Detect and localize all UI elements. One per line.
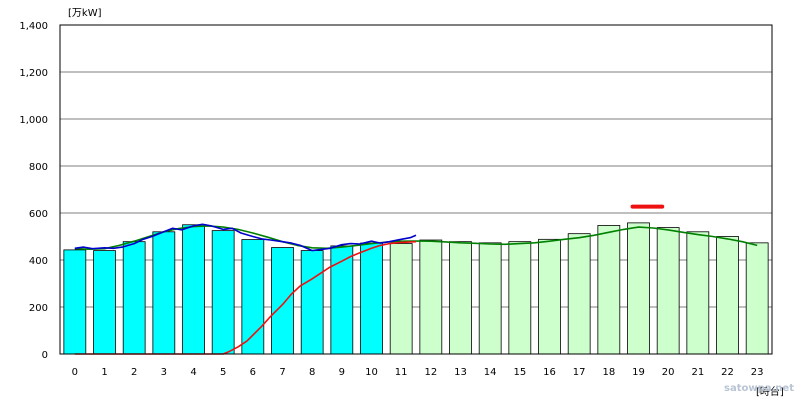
- bar: [656, 227, 680, 355]
- x-tick-label: 14: [484, 367, 497, 378]
- bar: [508, 241, 532, 355]
- bar: [716, 236, 739, 355]
- x-tick-label: 21: [691, 367, 704, 378]
- bar: [271, 247, 294, 355]
- plot-frame: [59, 24, 773, 355]
- bar: [93, 250, 116, 355]
- x-tick-label: 11: [395, 367, 408, 378]
- x-tick-label: 5: [220, 367, 226, 378]
- y-tick-label: 0: [42, 350, 48, 361]
- bar: [360, 242, 383, 355]
- bar: [597, 225, 621, 355]
- x-tick-label: 3: [161, 367, 167, 378]
- x-tick-label: 23: [751, 367, 764, 378]
- bar: [63, 249, 87, 355]
- bar: [152, 231, 176, 355]
- y-axis-ticks: 0 200 400 600 800 1,000 1,200 1,400: [19, 21, 48, 361]
- bar: [211, 230, 235, 355]
- y-tick-label: 1,000: [19, 115, 48, 126]
- y-tick-label: 200: [29, 303, 48, 314]
- y-tick-label: 1,200: [19, 68, 48, 79]
- bar: [182, 224, 205, 355]
- bar: [478, 242, 502, 355]
- bar: [330, 245, 354, 355]
- bar: [419, 239, 443, 355]
- x-tick-label: 22: [721, 367, 734, 378]
- bar: [745, 242, 769, 355]
- y-tick-label: 800: [29, 162, 48, 173]
- x-tick-label: 18: [602, 367, 615, 378]
- x-tick-label: 19: [632, 367, 645, 378]
- bar-series: [63, 222, 769, 355]
- bar: [686, 231, 710, 355]
- x-tick-label: 17: [573, 367, 586, 378]
- bar: [389, 243, 413, 355]
- x-tick-label: 13: [454, 367, 467, 378]
- x-tick-label: 2: [131, 367, 137, 378]
- x-tick-label: 8: [309, 367, 315, 378]
- y-tick-label: 1,400: [19, 21, 48, 32]
- bar: [627, 222, 650, 355]
- actual-line-series: [74, 223, 417, 252]
- watermark-text: satowpa.net: [724, 383, 794, 394]
- x-tick-label: 12: [424, 367, 437, 378]
- x-tick-label: 0: [72, 367, 78, 378]
- x-tick-label: 15: [513, 367, 526, 378]
- bar: [538, 238, 561, 355]
- x-tick-label: 7: [279, 367, 285, 378]
- x-tick-label: 4: [190, 367, 196, 378]
- bar: [567, 233, 591, 355]
- line-series: [74, 223, 758, 355]
- x-tick-label: 1: [101, 367, 107, 378]
- y-tick-label: 600: [29, 209, 48, 220]
- y-tick-label: 400: [29, 256, 48, 267]
- x-axis-unit-label: [時台]: [756, 385, 784, 398]
- y-axis-unit-label: [万kW]: [68, 8, 102, 19]
- x-tick-label: 9: [339, 367, 345, 378]
- x-tick-label: 16: [543, 367, 556, 378]
- bar: [300, 250, 324, 355]
- grid-lines: [60, 24, 772, 355]
- bar: [449, 241, 472, 355]
- bar: [122, 241, 146, 355]
- x-tick-label: 6: [250, 367, 256, 378]
- x-tick-label: 10: [365, 367, 378, 378]
- x-axis-ticks: 0 1 2 3 4 5 6 7 8 9 10 11 12 13 14 15 16 17 18 19 20 21 22 23: [72, 367, 764, 378]
- bar: [241, 239, 265, 355]
- x-tick-label: 20: [662, 367, 675, 378]
